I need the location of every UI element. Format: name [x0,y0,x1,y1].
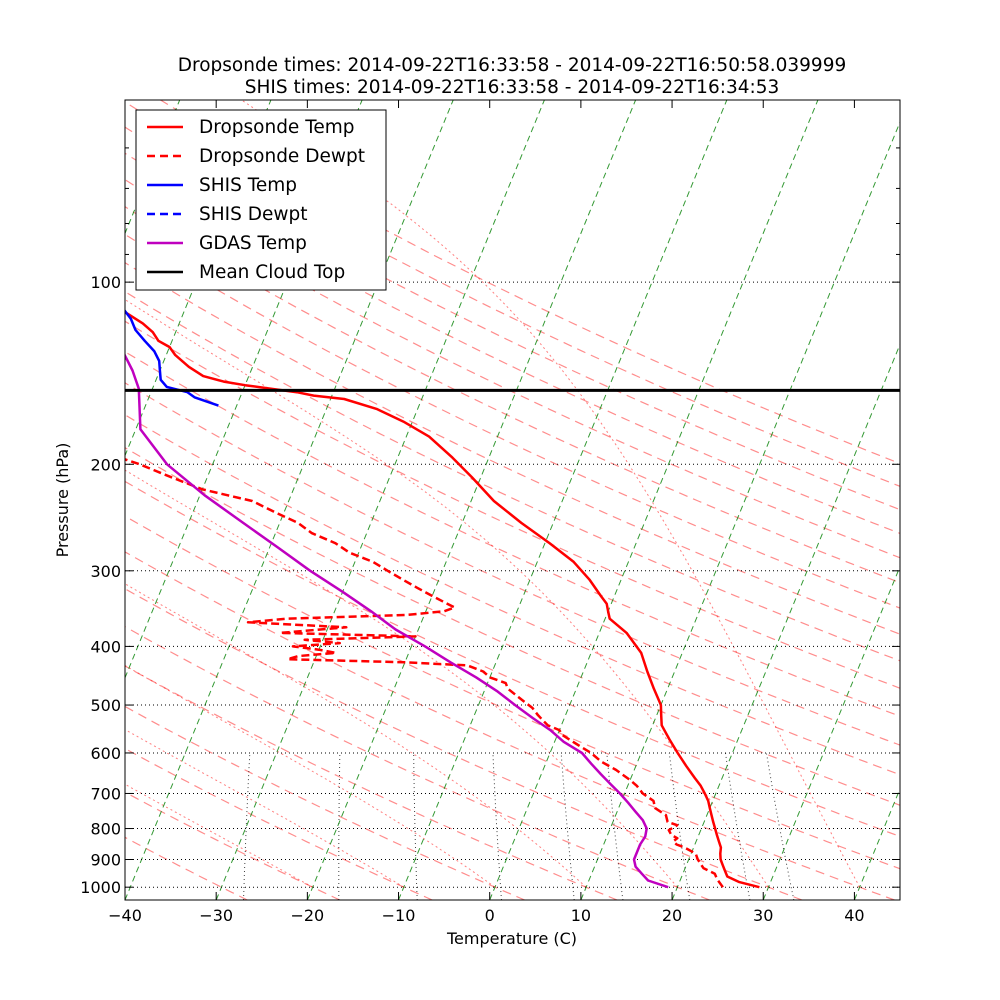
shis-temp-line [125,308,219,407]
y-tick-label: 200 [90,455,121,474]
isotherm-line [580,120,900,900]
x-tick-label: 10 [571,906,591,925]
moist-adiabat-line [125,728,405,888]
background-lines [125,100,900,900]
mixing-ratio-line [413,753,418,900]
dry-adiabat-line [125,551,895,900]
dry-adiabat-line [125,351,900,717]
dry-adiabat-line [125,625,710,900]
dry-adiabat-line [125,414,900,776]
y-tick-label: 700 [90,784,121,803]
y-tick-label: 100 [90,273,121,292]
legend-label: Dropsonde Dewpt [199,146,365,167]
x-tick-label: 30 [753,906,773,925]
dry-adiabat-line [125,178,900,559]
dry-adiabat-line [125,320,900,689]
x-axis-label: Temperature (C) [446,929,577,948]
dry-adiabat-line [125,705,525,900]
chart-title-line-2: SHIS times: 2014-09-22T16:33:58 - 2014-0… [245,77,780,98]
y-tick-label: 600 [90,744,121,763]
mixing-ratio-line [492,752,502,900]
y-axis-label: Pressure (hPa) [53,443,72,558]
y-tick-label: 800 [90,820,121,839]
dry-adiabat-line [125,126,900,511]
mixing-ratio-line [668,752,691,900]
axis-ticks: −40 −30 −20 −10 0 10 20 30 40 100 200 300 400 500 600 7… [80,100,900,925]
isotherm-line [306,100,637,900]
legend-label: GDAS Temp [199,233,307,254]
isotherm-line [671,343,900,900]
legend: Dropsonde Temp Dropsonde Dewpt SHIS Temp SH… [135,109,387,291]
isotherm-line [125,100,454,900]
legend-label: SHIS Temp [199,175,297,196]
mixing-ratio-line [338,753,341,900]
x-tick-label: −30 [199,906,233,925]
legend-label: SHIS Dewpt [199,204,308,225]
chart-title-line-1: Dropsonde times: 2014-09-22T16:33:58 - 2… [178,55,846,76]
dry-adiabat-line [125,747,433,900]
isotherm-line [398,100,728,900]
dry-adiabat-line [125,382,900,746]
data-series [125,308,900,889]
dry-adiabat-line [125,101,900,487]
legend-label: Mean Cloud Top [199,262,345,283]
dry-adiabat-line [125,588,803,900]
moist-adiabat-line [125,583,587,888]
legend-box [135,109,387,291]
mixing-ratio-line [765,752,795,900]
x-tick-label: −20 [290,906,324,925]
x-tick-label: −40 [108,906,142,925]
dry-adiabat-line [125,290,900,662]
isotherm-line [762,565,900,900]
y-tick-label: 500 [90,696,121,715]
gdas-temp-line [125,352,669,889]
isotherm-line [489,100,819,900]
plot-frame [124,99,901,901]
mixing-ratio-line [243,752,251,900]
dropsonde-dewpt-line [125,458,724,888]
dropsonde-temp-line [125,310,760,889]
mixing-ratio-line [725,752,751,900]
dry-adiabat-line [125,152,900,535]
legend-label: Dropsonde Temp [199,117,355,138]
y-tick-label: 300 [90,562,121,581]
x-tick-label: 0 [485,906,495,925]
isotherm-line [215,100,545,900]
x-tick-label: −10 [382,906,416,925]
x-tick-label: 40 [844,906,864,925]
dry-adiabat-line [125,480,900,838]
dry-adiabat-line [125,665,618,900]
y-tick-label: 1000 [80,878,121,897]
moist-adiabat-line [241,100,861,888]
moist-adiabat-line [125,298,769,888]
y-tick-label: 400 [90,637,121,656]
y-tick-label: 900 [90,850,121,869]
mixing-ratio-line [560,752,575,900]
moist-adiabat-line [125,664,496,888]
dry-adiabat-line [125,515,900,870]
x-tick-label: 20 [662,906,682,925]
